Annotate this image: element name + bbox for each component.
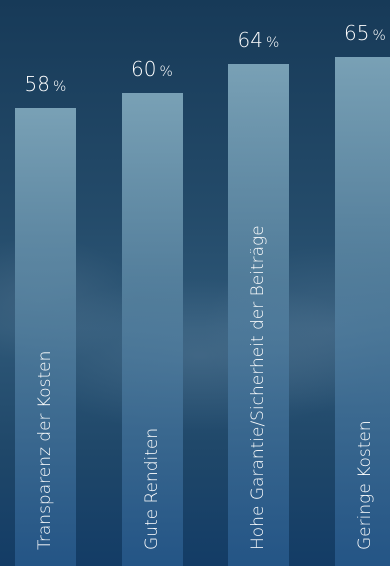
value-label-geringe-kosten: 65% — [344, 20, 386, 45]
bar-geringe-kosten — [334, 56, 390, 566]
value-label-gute-renditen: 60% — [131, 57, 173, 82]
category-label-transparenz-der-kosten: Transparenz der Kosten — [35, 350, 55, 550]
value-label-transparenz-der-kosten: 58% — [24, 72, 67, 96]
category-label-gute-renditen: Gute Renditen — [141, 427, 162, 550]
value-label-hohe-garantie-sicherheit: 64% — [237, 28, 280, 53]
bar-hohe-garantie-sicherheit — [228, 64, 289, 566]
bar-gute-renditen — [121, 93, 183, 566]
bar-transparenz-der-kosten — [15, 108, 76, 566]
category-label-geringe-kosten: Geringe Kosten — [354, 420, 375, 550]
category-label-hohe-garantie-sicherheit: Hohe Garantie/Sicherheit der Beiträge — [248, 225, 268, 550]
